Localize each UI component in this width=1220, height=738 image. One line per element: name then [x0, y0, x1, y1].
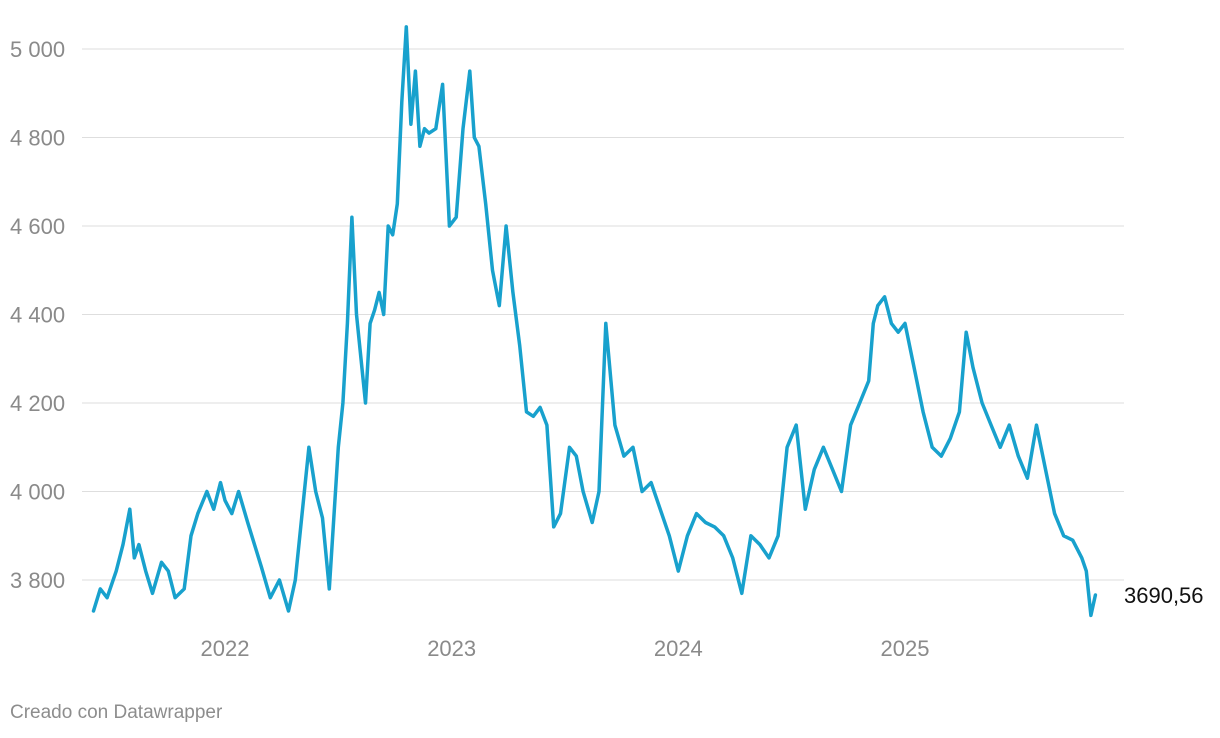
x-tick-label: 2025: [881, 636, 930, 661]
y-axis-tick-labels: 3 800 4 000 4 200 4 400 4 600 4 800 5 000: [10, 37, 65, 593]
y-tick-label: 4 200: [10, 391, 65, 416]
x-tick-label: 2024: [654, 636, 703, 661]
y-tick-label: 5 000: [10, 37, 65, 62]
y-tick-label: 4 000: [10, 480, 65, 505]
y-tick-label: 4 800: [10, 126, 65, 151]
x-tick-label: 2022: [201, 636, 250, 661]
line-chart: 3 800 4 000 4 200 4 400 4 600 4 800 5 000 2022…: [0, 0, 1220, 690]
y-tick-label: 4 600: [10, 214, 65, 239]
x-axis-tick-labels: 2022 2023 2024 2025: [201, 636, 930, 661]
x-tick-label: 2023: [427, 636, 476, 661]
credit-footer: Creado con Datawrapper: [10, 702, 222, 724]
y-gridlines: [82, 49, 1124, 580]
y-tick-label: 4 400: [10, 303, 65, 328]
last-value-label: 3690,56: [1124, 583, 1204, 608]
y-tick-label: 3 800: [10, 568, 65, 593]
series-line: [94, 27, 1096, 616]
series-group: [94, 27, 1096, 616]
